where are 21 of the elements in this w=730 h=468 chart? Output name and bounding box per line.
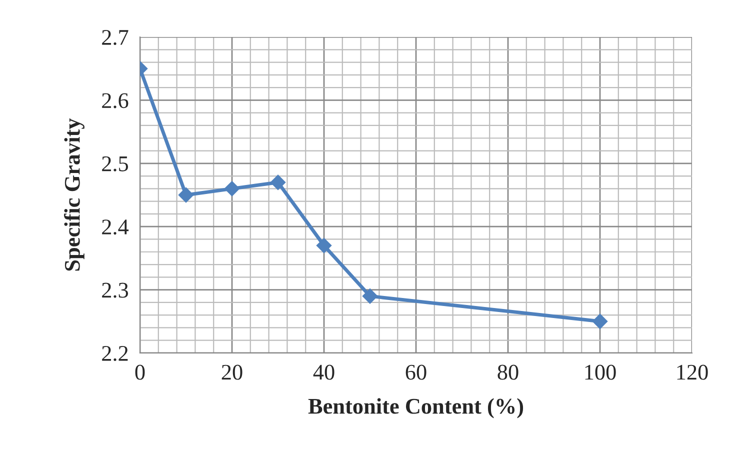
x-tick-label: 20 — [222, 364, 242, 380]
y-tick-label: 2.6 — [102, 93, 128, 108]
point — [178, 187, 194, 203]
x-tick-label: 120 — [677, 364, 708, 380]
x-tick-label: 100 — [585, 364, 616, 380]
point — [592, 314, 608, 329]
y-tick-label: 2.3 — [102, 282, 128, 298]
point — [316, 238, 332, 254]
point — [362, 288, 378, 304]
y-tick-label: 2.7 — [102, 30, 128, 46]
x-axis-title: Bentonite Content (%) — [308, 398, 524, 418]
x-tick-label: 0 — [135, 364, 145, 380]
y-tick-label: 2.2 — [102, 346, 128, 362]
x-tick-label: 80 — [498, 364, 518, 380]
x-tick-label: 40 — [313, 364, 334, 380]
x-tick-label: 60 — [406, 364, 426, 380]
y-tick-label: 2.4 — [102, 220, 129, 235]
y-tick-label: 2.5 — [102, 156, 128, 172]
y-axis-title: Specific Gravity — [64, 118, 84, 271]
point — [270, 174, 286, 190]
point — [224, 181, 240, 196]
